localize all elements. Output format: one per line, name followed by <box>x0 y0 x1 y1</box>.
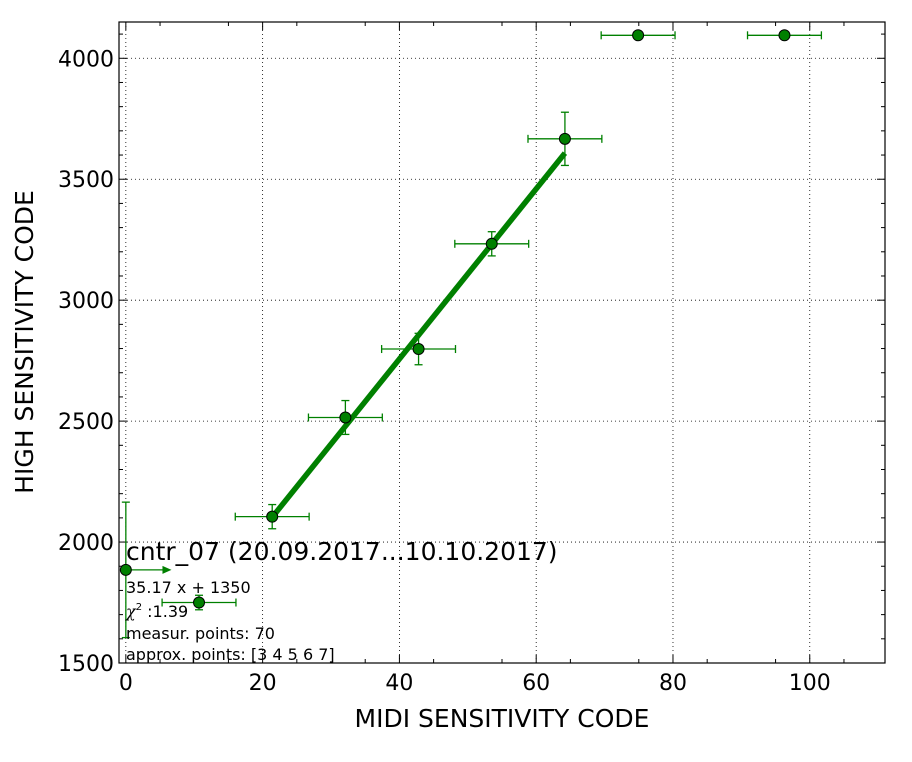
x-tick-label: 60 <box>522 671 550 696</box>
annotation-block: cntr_07 (20.09.2017...10.10.2017) 35.17 … <box>125 537 558 664</box>
x-tick-label: 40 <box>385 671 413 696</box>
y-tick-label: 2000 <box>58 531 114 556</box>
x-tick-label: 20 <box>249 671 277 696</box>
annotation-approx-points: approx. points: [3 4 5 6 7] <box>126 645 335 664</box>
y-axis-label: HIGH SENSITIVITY CODE <box>10 190 39 494</box>
annotation-title: cntr_07 (20.09.2017...10.10.2017) <box>126 537 558 566</box>
chi-exponent: 2 <box>136 602 142 613</box>
marker-layer <box>119 29 791 609</box>
data-point <box>558 132 571 145</box>
grid-layer <box>119 22 885 664</box>
chi-value: :1.39 <box>142 602 188 621</box>
chi-symbol: χ <box>125 602 137 621</box>
data-point <box>119 563 132 576</box>
ticklabel-layer: 0 20 40 60 80 100 1500 2000 2500 3000 3500 4000 <box>58 47 831 696</box>
x-axis-label: MIDI SENSITIVITY CODE <box>355 704 650 733</box>
data-point <box>339 411 352 424</box>
data-point <box>485 237 498 250</box>
x-tick-label: 80 <box>659 671 687 696</box>
y-tick-label: 3500 <box>58 168 114 193</box>
annotation-equation: 35.17 x + 1350 <box>126 578 251 597</box>
y-tick-label: 4000 <box>58 47 114 72</box>
y-tick-label: 3000 <box>58 289 114 314</box>
data-point <box>193 596 206 609</box>
y-tick-label: 2500 <box>58 410 114 435</box>
data-point <box>412 343 425 356</box>
annotation-chi2: χ2 :1.39 <box>125 602 188 621</box>
data-point <box>266 510 279 523</box>
x-tick-label: 100 <box>789 671 831 696</box>
plot-frame <box>118 21 886 664</box>
data-point <box>778 29 791 42</box>
x-tick-label: 0 <box>119 671 133 696</box>
y-tick-label: 1500 <box>58 652 114 677</box>
x-error-arrow <box>162 565 172 574</box>
ticks-layer <box>119 22 885 664</box>
data-point <box>632 29 645 42</box>
annotation-measur-points: measur. points: 70 <box>126 624 275 643</box>
